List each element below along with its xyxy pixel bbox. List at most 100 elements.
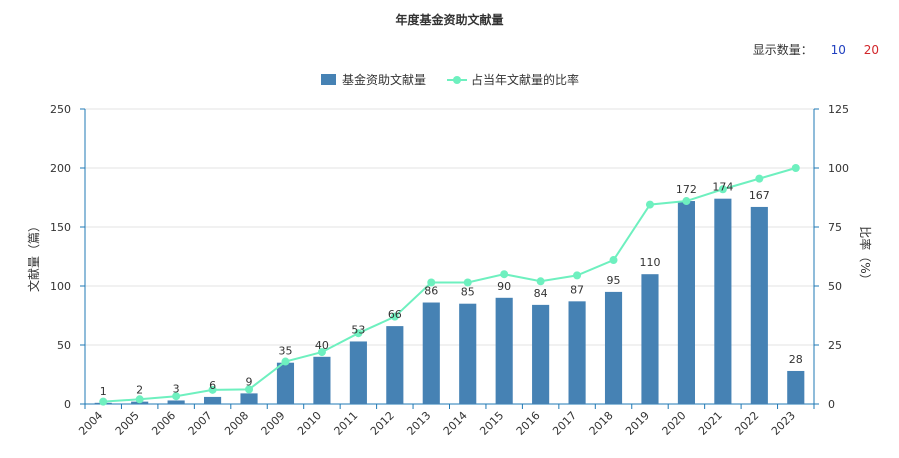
y-axis-right-title: 比率（%） — [858, 226, 873, 285]
bar-value-label: 85 — [461, 286, 475, 299]
legend-line-marker — [453, 76, 461, 84]
bar-2014 — [459, 303, 477, 404]
gridlines — [85, 108, 814, 346]
x-tick-label: 2011 — [332, 409, 361, 438]
y-left-tick-label: 250 — [50, 103, 71, 116]
x-tick-label: 2019 — [623, 409, 652, 438]
bar-value-label: 174 — [712, 181, 733, 194]
bar-2021 — [714, 198, 732, 404]
ratio-point-2019 — [645, 200, 654, 209]
display-count-option-10[interactable]: 10 — [830, 43, 846, 57]
y-right-tick-label: 75 — [828, 221, 842, 234]
x-tick-label: 2014 — [441, 409, 470, 438]
x-tick-label: 2008 — [222, 409, 251, 438]
bar-value-label: 110 — [639, 256, 660, 269]
legend-bar-swatch — [321, 74, 336, 85]
x-tick-label: 2023 — [769, 409, 798, 438]
y-right-tick-label: 100 — [828, 162, 849, 175]
bar-value-label: 86 — [424, 285, 438, 298]
x-tick-label: 2017 — [550, 409, 579, 438]
chart-title: 年度基金资助文献量 — [395, 13, 504, 27]
bar-value-label: 1 — [100, 385, 107, 398]
ratio-point-2020 — [682, 197, 691, 206]
y-right-tick-label: 25 — [828, 339, 842, 352]
ratio-point-2015 — [500, 270, 509, 279]
bar-2012 — [386, 326, 404, 404]
y-axis-left-title: 文献量（篇） — [26, 220, 41, 292]
display-count-option-20[interactable]: 20 — [863, 43, 879, 57]
x-tick-label: 2016 — [514, 409, 543, 438]
legend-item-line[interactable]: 占当年文献量的比率 — [447, 72, 579, 87]
x-tick-label: 2010 — [295, 409, 324, 438]
bar-2011 — [349, 341, 367, 404]
bar-2015 — [495, 297, 513, 404]
x-tick-label: 2004 — [76, 409, 105, 438]
bar-series — [94, 198, 805, 404]
ratio-point-2016 — [536, 277, 545, 286]
bar-value-label: 172 — [676, 183, 697, 196]
bar-2009 — [276, 362, 295, 404]
x-tick-label: 2015 — [477, 409, 506, 438]
bar-value-label: 35 — [278, 345, 292, 358]
legend-bar-label: 基金资助文献量 — [342, 72, 426, 87]
y-left-tick-label: 150 — [50, 221, 71, 234]
bar-value-label: 40 — [315, 339, 329, 352]
ratio-point-2007 — [208, 385, 217, 394]
bar-2020 — [677, 201, 695, 404]
bar-value-label: 28 — [789, 353, 803, 366]
ratio-point-2013 — [427, 278, 436, 287]
bar-value-label: 95 — [607, 274, 621, 287]
ratio-point-2023 — [791, 164, 800, 172]
bar-value-label: 84 — [534, 287, 548, 300]
x-tick-label: 2009 — [259, 409, 288, 438]
ratio-line — [103, 167, 797, 403]
y-right-tick-label: 0 — [828, 398, 835, 411]
bar-value-label: 87 — [570, 283, 584, 296]
bar-value-label: 167 — [749, 189, 770, 202]
bar-2007 — [204, 396, 222, 404]
x-tick-label: 2022 — [732, 409, 761, 438]
x-tick-label: 2013 — [404, 409, 433, 438]
bar-value-label: 53 — [351, 323, 365, 336]
bar-2018 — [604, 291, 623, 404]
bar-2017 — [568, 301, 586, 404]
ratio-point-2009 — [281, 357, 290, 366]
y-left-tick-label: 200 — [50, 162, 71, 175]
bar-2008 — [240, 393, 258, 404]
bar-value-label: 6 — [209, 379, 216, 392]
data-labels: 1 2 3 6 9 35 40 53 66 86 85 90 84 87 95 110 172 174 167 28 — [100, 181, 803, 398]
x-tick-label: 2007 — [186, 409, 215, 438]
bar-2016 — [532, 304, 550, 404]
ratio-point-2018 — [609, 256, 618, 265]
ratio-point-2014 — [463, 278, 472, 287]
ratio-point-2022 — [755, 174, 764, 183]
y-left-tick-label: 50 — [57, 339, 71, 352]
ratio-point-2017 — [573, 271, 582, 280]
ratio-point-2008 — [245, 385, 254, 394]
x-tick-label: 2005 — [113, 409, 142, 438]
ratio-point-2005 — [135, 395, 144, 404]
bar-2013 — [422, 302, 440, 404]
y-left-tick-label: 100 — [50, 280, 71, 293]
legend: 基金资助文献量 占当年文献量的比率 — [321, 72, 579, 87]
bar-value-label: 3 — [173, 382, 180, 395]
y-left-tick-label: 0 — [64, 398, 71, 411]
x-tick-label: 2021 — [696, 409, 725, 438]
bar-value-label: 66 — [388, 308, 402, 321]
legend-item-bars[interactable]: 基金资助文献量 — [321, 72, 426, 87]
line-series — [99, 164, 800, 406]
y-right-tick-label: 125 — [828, 103, 849, 116]
y-right-tick-label: 50 — [828, 280, 842, 293]
x-tick-label: 2012 — [368, 409, 397, 438]
ratio-point-2010 — [317, 348, 326, 357]
bar-2019 — [641, 274, 659, 404]
bar-value-label: 9 — [246, 375, 253, 388]
bar-2006 — [167, 400, 185, 404]
bar-value-label: 90 — [497, 280, 511, 293]
bar-2022 — [750, 206, 768, 404]
ratio-point-2021 — [718, 185, 727, 194]
x-tick-label: 2006 — [149, 409, 178, 438]
bar-2010 — [313, 356, 331, 404]
bar-value-label: 2 — [136, 384, 143, 397]
